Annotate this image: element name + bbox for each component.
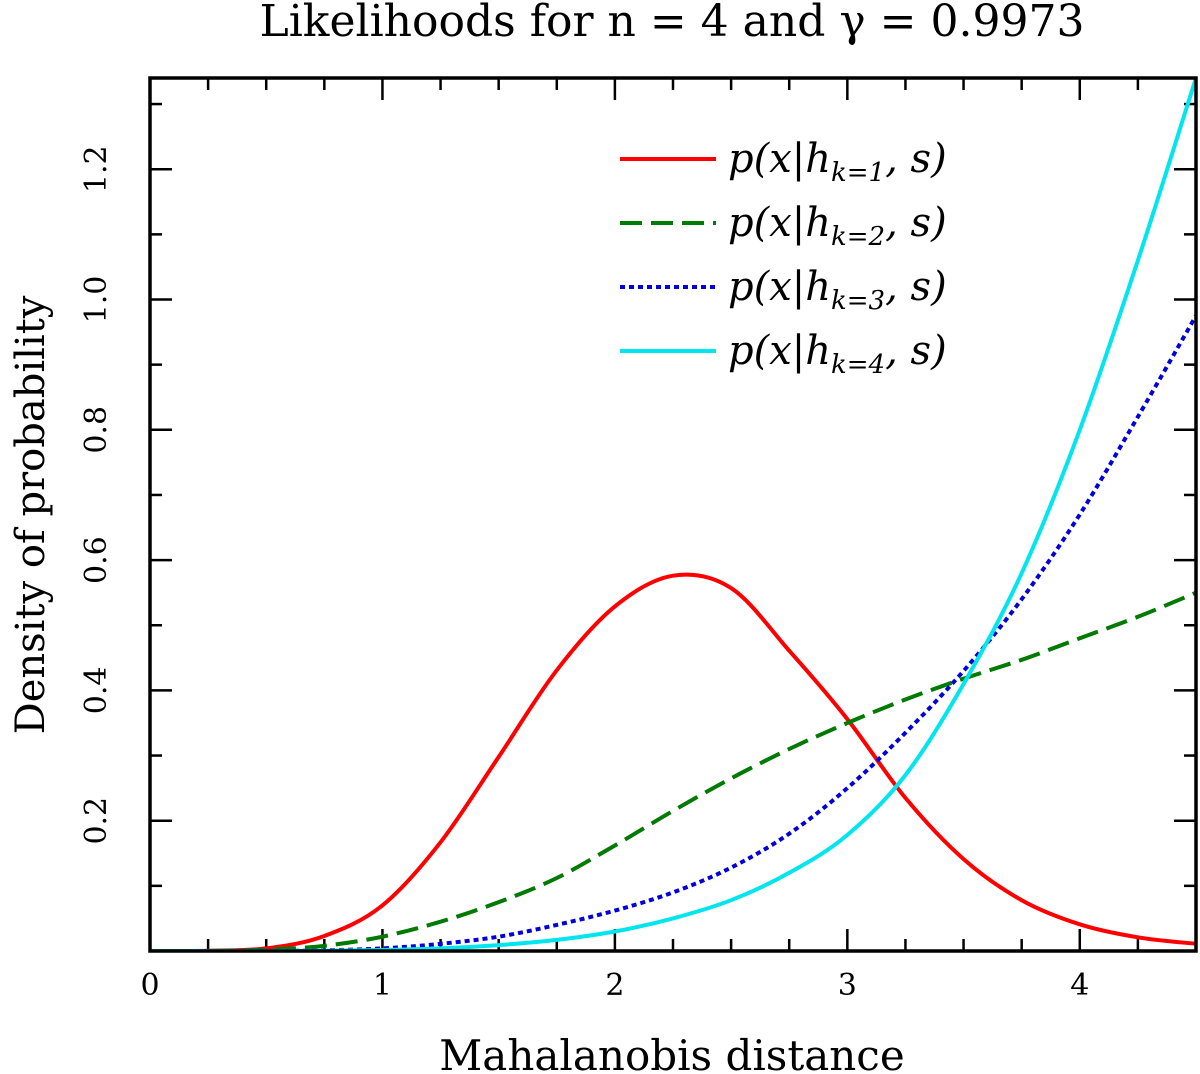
plot-area: 0 1 2 3 4 0.2 0.4 0.6 0.8 1.0 1.2: [79, 78, 1198, 1003]
y-tick-label: 0.6: [79, 536, 114, 584]
series-line-k4: [150, 78, 1196, 951]
x-tick-label: 3: [838, 968, 857, 1003]
y-tick-label: 1.0: [79, 276, 114, 324]
chart-title: Likelihoods for n = 4 and γ = 0.9973: [260, 0, 1085, 47]
legend-label-k1: p(x|hk=1, s): [728, 136, 947, 188]
y-tick-label: 0.2: [79, 797, 114, 845]
y-tick-label: 1.2: [79, 145, 114, 193]
x-tick-label: 4: [1070, 968, 1089, 1003]
x-tick-label: 1: [373, 968, 392, 1003]
legend-label-k3: p(x|hk=3, s): [728, 264, 947, 316]
legend-label-k2: p(x|hk=2, s): [728, 200, 947, 252]
series-line-k3: [150, 314, 1196, 951]
plot-frame: [148, 76, 1198, 953]
y-axis-label: Density of probability: [8, 295, 54, 734]
x-tick-label: 2: [605, 968, 624, 1003]
x-tick-label: 0: [140, 968, 159, 1003]
series-line-k1: [150, 572, 1196, 951]
series-line-k2: [150, 590, 1196, 951]
y-tick-label: 0.4: [79, 667, 114, 715]
y-tick-label: 0.8: [79, 406, 114, 454]
x-axis-label: Mahalanobis distance: [439, 1031, 904, 1074]
legend: p(x|hk=1, s) p(x|hk=2, s) p(x|hk=3, s) p(x|…: [620, 136, 947, 380]
legend-label-k4: p(x|hk=4, s): [728, 328, 947, 380]
